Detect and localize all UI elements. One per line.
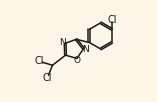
Text: N: N — [82, 45, 89, 54]
Text: Cl: Cl — [107, 15, 117, 25]
Text: Cl: Cl — [42, 73, 52, 83]
Text: Cl: Cl — [35, 56, 44, 66]
Text: N: N — [60, 38, 66, 47]
Text: O: O — [74, 56, 81, 65]
